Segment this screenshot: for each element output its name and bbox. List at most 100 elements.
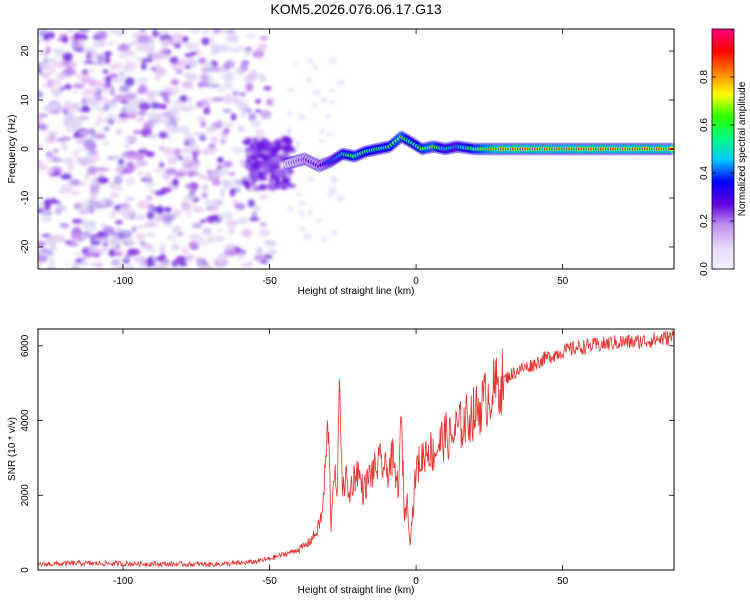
spectrogram-noise-cell <box>181 36 189 43</box>
spectrogram-noise-cell <box>217 67 227 74</box>
spectrogram-noise-cell <box>174 43 181 49</box>
spectrogram-noise-cell <box>46 58 57 64</box>
spectrogram-noise-cell <box>93 200 102 209</box>
snr-y-tick-label: 0 <box>20 567 31 573</box>
spectrogram-noise-cell <box>89 153 100 162</box>
spectrogram-noise-cell <box>283 138 293 146</box>
spectrogram-noise-cell <box>222 130 230 135</box>
spectrogram-noise-cell <box>97 113 103 122</box>
spectrogram-noise-cell <box>114 166 125 174</box>
spectrogram-noise-cell <box>71 124 80 131</box>
spectrogram-y-ticks: -20 -10 0 10 20 <box>20 45 674 254</box>
spectrogram-noise-cell <box>148 255 154 264</box>
spectrogram-noise-cell <box>162 147 176 156</box>
spectrogram-noise-cell <box>87 136 96 141</box>
spectrogram-noise-cell <box>80 181 87 187</box>
spectrogram-noise-cell <box>244 34 257 38</box>
spectrogram-noise-cell <box>87 68 95 73</box>
spectrogram-noise-cell <box>137 34 151 44</box>
spectrogram-noise-cell <box>222 108 232 114</box>
chart-title: KOM5.2026.076.06.17.G13 <box>270 1 441 17</box>
spectrogram-noise-cell <box>259 36 269 41</box>
colorbar-tick-label: 0.8 <box>699 70 710 84</box>
spectrogram-noise-cell <box>308 209 313 216</box>
spectrogram-noise-cell <box>124 77 135 87</box>
spectrogram-noise-cell <box>249 169 258 177</box>
spectrogram-noise-cell <box>173 209 182 217</box>
spectrogram-noise-cell <box>195 239 209 246</box>
spectrogram-noise-cell <box>86 51 93 58</box>
spectrogram-noise-cell <box>119 85 130 93</box>
spectrogram-noise-cell <box>191 163 200 172</box>
spectrogram-noise-cell <box>192 223 203 229</box>
spectrogram-noise-cell <box>171 225 183 232</box>
spectrogram-noise-cell <box>128 248 134 255</box>
spectrogram-noise-cell <box>47 249 54 257</box>
spectrogram-noise-cell <box>154 190 166 196</box>
spectrogram-noise-cell <box>220 121 234 128</box>
spectrogram-noise-cell <box>135 151 145 161</box>
spectrogram-noise-cell <box>113 175 123 185</box>
spectrogram-noise-cell <box>81 105 91 113</box>
spectrogram-noise-cell <box>272 140 282 146</box>
spectrogram-noise-cell <box>194 131 200 137</box>
spectrogram-noise-cell <box>206 169 213 175</box>
spectrogram-noise-cell <box>286 87 294 93</box>
spectrogram-noise-cell <box>329 186 337 194</box>
spectrogram-noise-cell <box>260 163 268 171</box>
spectrogram-noise-cell <box>307 176 315 181</box>
snr-background <box>38 329 674 570</box>
spectrogram-noise-cell <box>81 204 91 214</box>
spectrogram-noise-cell <box>151 101 161 110</box>
spectrogram-y-tick-label: 20 <box>20 45 31 57</box>
spectrogram-noise-cell <box>137 149 149 154</box>
spectrogram-noise-cell <box>260 110 272 119</box>
spectrogram-noise-cell <box>123 143 132 149</box>
spectrogram-noise-cell <box>125 152 138 160</box>
spectrogram-noise-cell <box>159 103 168 110</box>
spectrogram-noise-cell <box>287 206 294 212</box>
spectrogram-noise-cell <box>266 141 274 148</box>
spectrogram-noise-cell <box>38 254 49 263</box>
spectrogram-noise-cell <box>118 70 127 79</box>
spectrogram-noise-cell <box>93 61 106 65</box>
spectrogram-noise-cell <box>63 263 69 268</box>
spectrogram-noise-cell <box>196 258 205 267</box>
spectrogram-noise-cell <box>199 219 207 224</box>
spectrogram-noise-cell <box>101 40 107 48</box>
spectrogram-noise-cell <box>41 233 52 238</box>
spectrogram-noise-cell <box>249 156 257 161</box>
spectrogram-noise-cell <box>218 213 224 221</box>
spectrogram-noise-cell <box>251 69 257 79</box>
spectrogram-noise-cell <box>140 62 147 71</box>
spectrogram-noise-cell <box>103 126 110 132</box>
spectrogram-noise-cell <box>95 31 108 39</box>
spectrogram-noise-cell <box>97 176 109 184</box>
spectrogram-noise-cell <box>175 255 187 265</box>
spectrogram-noise-cell <box>326 132 333 137</box>
spectrogram-noise-cell <box>63 102 75 112</box>
spectrogram-noise-cell <box>165 168 177 175</box>
spectrogram-noise-cell <box>92 253 101 258</box>
spectrogram-noise-cell <box>151 264 163 269</box>
spectrogram-y-label: Frequency (Hz) <box>7 115 18 184</box>
spectrogram-noise-cell <box>286 111 294 116</box>
spectrogram-noise-cell <box>201 37 210 46</box>
spectrogram-noise-cell <box>208 83 221 88</box>
spectrogram-noise-cell <box>204 62 214 71</box>
spectrogram-noise-cell <box>321 236 327 242</box>
spectrogram-noise-cell <box>179 125 190 134</box>
spectrogram-noise-cell <box>245 183 251 191</box>
spectrogram-noise-cell <box>80 200 92 206</box>
spectrogram-noise-cell <box>145 151 155 157</box>
spectrogram-noise-cell <box>39 71 52 78</box>
spectrogram-noise-cell <box>110 78 124 83</box>
spectrogram-noise-cell <box>307 59 315 64</box>
spectrogram-noise-cell <box>230 34 240 43</box>
spectrogram-noise-cell <box>147 47 154 52</box>
spectrogram-noise-cell <box>42 75 48 80</box>
spectrogram-noise-cell <box>312 103 318 108</box>
spectrogram-noise-cell <box>253 254 267 262</box>
spectrogram-noise-cell <box>71 103 81 111</box>
